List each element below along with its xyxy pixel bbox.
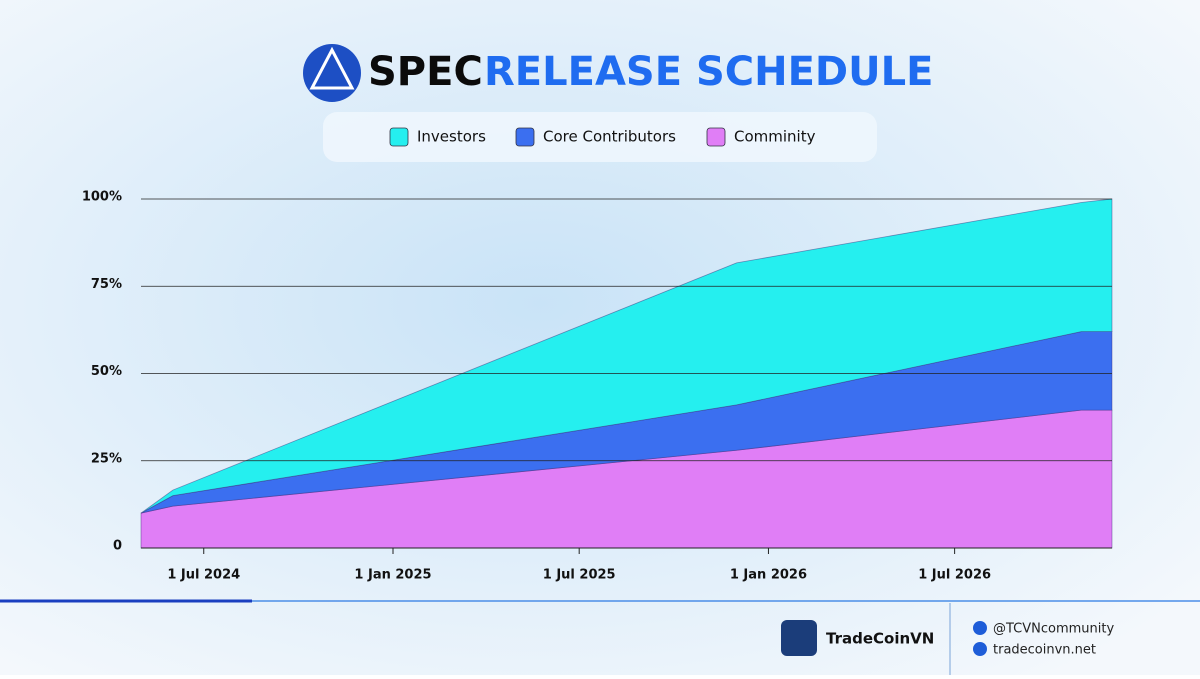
y-tick-label: 0 [113, 539, 122, 554]
legend-label: Comminity [734, 128, 816, 146]
x-tick-label: 1 Jan 2025 [354, 568, 431, 583]
legend-swatch [706, 127, 726, 147]
y-tick-label: 100% [82, 190, 122, 205]
y-tick-label: 75% [91, 277, 122, 292]
web-icon [973, 642, 987, 656]
legend-label: Investors [417, 128, 486, 146]
footer-logo [781, 620, 817, 656]
x-tick-label: 1 Jul 2025 [543, 568, 616, 583]
twitter: @TCVNcommunity [993, 622, 1114, 637]
area [140, 198, 1113, 514]
footer-brand: TradeCoinVN [826, 630, 934, 648]
y-tick-label: 25% [91, 451, 122, 466]
y-tick-label: 50% [91, 364, 122, 379]
title: RELEASE SCHEDULE [484, 49, 933, 95]
x-tick-label: 1 Jul 2024 [167, 568, 240, 583]
legend-swatch [515, 127, 535, 147]
legend-box [323, 112, 877, 162]
website: tradecoinvn.net [993, 643, 1096, 658]
x-tick-label: 1 Jan 2026 [730, 568, 807, 583]
logo-mark [309, 46, 355, 90]
brand: SPEC [368, 49, 483, 95]
x-tick-label: 1 Jul 2026 [918, 568, 991, 583]
legend-swatch [389, 127, 409, 147]
x-icon [973, 621, 987, 635]
legend-label: Core Contributors [543, 128, 676, 146]
